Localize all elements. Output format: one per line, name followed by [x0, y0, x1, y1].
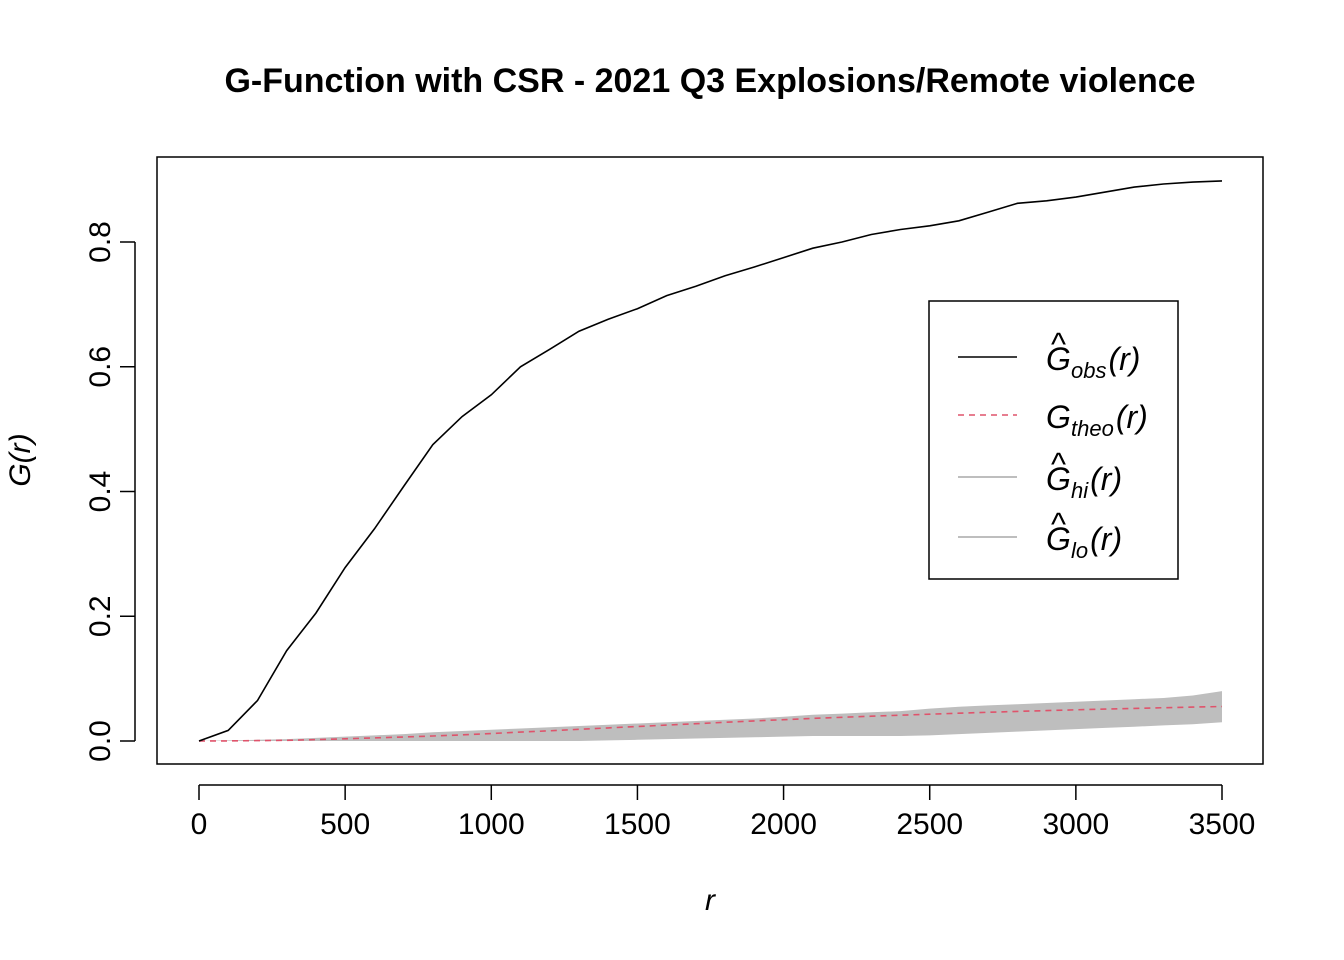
y-tick-label: 0.6 — [84, 346, 117, 388]
y-axis: 0.0 0.2 0.4 0.6 0.8 — [84, 221, 136, 762]
x-axis-label: r — [705, 884, 716, 917]
envelope-band — [199, 691, 1222, 741]
x-tick-label: 1000 — [458, 808, 525, 841]
x-tick-label: 3500 — [1189, 808, 1256, 841]
legend-hat: ^ — [1051, 506, 1066, 542]
legend-argument: (r) — [1090, 461, 1122, 497]
legend-hat: ^ — [1051, 326, 1066, 362]
legend-entry-hi: G^hi (r) — [958, 446, 1122, 503]
legend-entry-lo: G^lo (r) — [958, 506, 1122, 563]
x-axis: 0 500 1000 1500 2000 2500 3000 3500 — [191, 784, 1256, 841]
legend-subscript: obs — [1071, 358, 1106, 383]
legend-symbol: G — [1046, 521, 1071, 557]
legend: G^obs (r)G theo (r)G^hi (r)G^lo (r) — [928, 300, 1179, 580]
series-line-theo — [198, 705, 1223, 742]
series-line-obs — [198, 180, 1223, 742]
legend-symbol: G — [1046, 461, 1071, 497]
x-tick-label: 500 — [320, 808, 370, 841]
legend-entry-obs: G^obs (r) — [958, 326, 1140, 383]
x-tick-label: 1500 — [604, 808, 671, 841]
legend-subscript: lo — [1071, 538, 1088, 563]
legend-symbol: G — [1046, 399, 1071, 435]
legend-argument: (r) — [1090, 521, 1122, 557]
x-tick-label: 3000 — [1042, 808, 1109, 841]
legend-box — [928, 300, 1179, 580]
legend-argument: (r) — [1108, 341, 1140, 377]
legend-hat: ^ — [1051, 446, 1066, 482]
x-tick-label: 2000 — [750, 808, 817, 841]
legend-argument: (r) — [1116, 399, 1148, 435]
x-tick-label: 2500 — [896, 808, 963, 841]
plot-frame — [156, 156, 1264, 765]
legend-subscript: hi — [1071, 478, 1089, 503]
chart-title: G-Function with CSR - 2021 Q3 Explosions… — [224, 62, 1195, 100]
plot-area — [198, 180, 1223, 742]
x-tick-label: 0 — [191, 808, 208, 841]
y-tick-label: 0.4 — [84, 471, 117, 513]
y-axis-label: G(r) — [4, 433, 37, 486]
y-tick-label: 0.2 — [84, 595, 117, 637]
y-tick-label: 0.0 — [84, 720, 117, 762]
legend-subscript: theo — [1071, 416, 1114, 441]
legend-symbol: G — [1046, 341, 1071, 377]
y-tick-label: 0.8 — [84, 221, 117, 263]
